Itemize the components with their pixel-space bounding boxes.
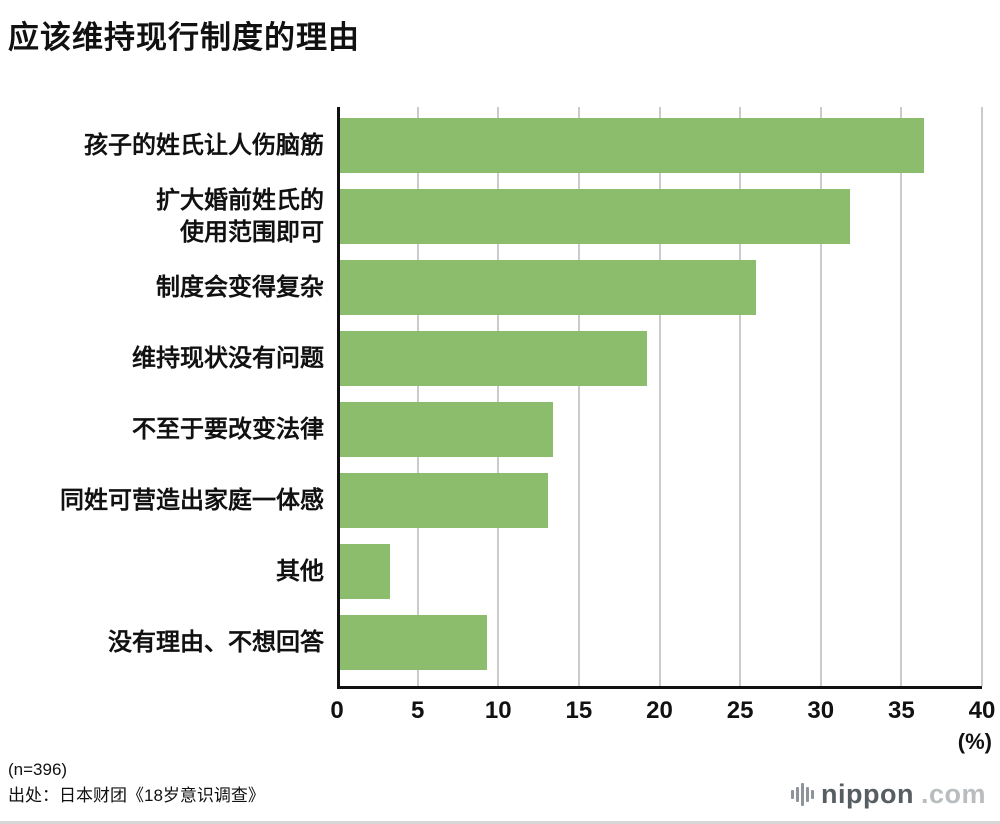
- category-label: 同姓可营造出家庭一体感: [60, 486, 324, 514]
- category-labels-column: 孩子的姓氏让人伤脑筋扩大婚前姓氏的 使用范围即可制度会变得复杂维持现状没有问题不…: [0, 107, 337, 757]
- gridline: [416, 107, 419, 686]
- bar: [337, 331, 647, 386]
- nippon-logo-icon: [791, 781, 814, 807]
- bar-row: [337, 252, 982, 323]
- bar-chart: 孩子的姓氏让人伤脑筋扩大婚前姓氏的 使用范围即可制度会变得复杂维持现状没有问题不…: [0, 107, 995, 757]
- bar-row: [337, 323, 982, 394]
- gridline: [739, 107, 742, 686]
- bar: [337, 260, 757, 315]
- source-note: 出处：日本财团《18岁意识调查》: [8, 786, 265, 806]
- footer: (n=396) 出处：日本财团《18岁意识调查》 nippon .com: [0, 757, 1000, 824]
- bar: [337, 473, 549, 528]
- gridline: [819, 107, 822, 686]
- category-label: 制度会变得复杂: [156, 273, 324, 301]
- bar: [337, 615, 487, 670]
- bar: [337, 402, 554, 457]
- x-axis-tick-label: 10: [484, 697, 512, 724]
- category-label: 没有理由、不想回答: [108, 628, 324, 656]
- x-axis-tick-label: 0: [330, 697, 344, 724]
- category-label: 其他: [276, 557, 324, 585]
- x-axis-tick-label: 20: [646, 697, 673, 724]
- bar-row: [337, 607, 982, 678]
- x-axis-tick-label: 40: [968, 697, 996, 724]
- gridline: [497, 107, 500, 686]
- plot-area: [337, 107, 983, 689]
- bar-row: [337, 394, 982, 465]
- x-axis-tick-label: 15: [565, 697, 593, 724]
- bar: [337, 118, 924, 173]
- category-label: 孩子的姓氏让人伤脑筋: [84, 131, 324, 159]
- bottom-divider: [0, 821, 1000, 824]
- x-axis-tick-label: 35: [888, 697, 915, 724]
- x-axis-tick-label: 25: [726, 697, 754, 724]
- nippon-logo: nippon .com: [791, 779, 986, 810]
- bar-row: [337, 536, 982, 607]
- gridline: [658, 107, 661, 686]
- category-label: 不至于要改变法律: [132, 415, 324, 443]
- brand-name: nippon: [821, 778, 914, 809]
- gridline: [981, 107, 983, 686]
- category-label: 扩大婚前姓氏的 使用范围即可: [156, 187, 324, 246]
- x-axis-unit-label: (%): [957, 729, 992, 754]
- bar-row: [337, 465, 982, 536]
- category-label: 维持现状没有问题: [132, 344, 324, 372]
- brand-tld: .com: [920, 778, 986, 809]
- x-axis-ticks: 0 5 10 15 20 25 30 35 40: [330, 689, 995, 729]
- x-axis-unit-row: (%): [337, 729, 992, 757]
- bar: [337, 189, 850, 244]
- bar-row: [337, 110, 982, 181]
- gridline: [900, 107, 903, 686]
- bars-container: [337, 110, 982, 678]
- x-axis-tick-label: 5: [410, 697, 425, 724]
- bar: [337, 544, 391, 599]
- sample-size-note: (n=396): [8, 760, 68, 779]
- footer-notes: (n=396) 出处：日本财团《18岁意识调查》: [8, 757, 265, 810]
- chart-title: 应该维持现行制度的理由: [8, 20, 360, 55]
- x-axis-tick-label: 30: [807, 697, 835, 724]
- gridline: [577, 107, 580, 686]
- plot-column: 0 5 10 15 20 25 30 35 40 (%): [330, 107, 995, 757]
- bar-row: [337, 181, 982, 252]
- gridlines: [337, 107, 983, 686]
